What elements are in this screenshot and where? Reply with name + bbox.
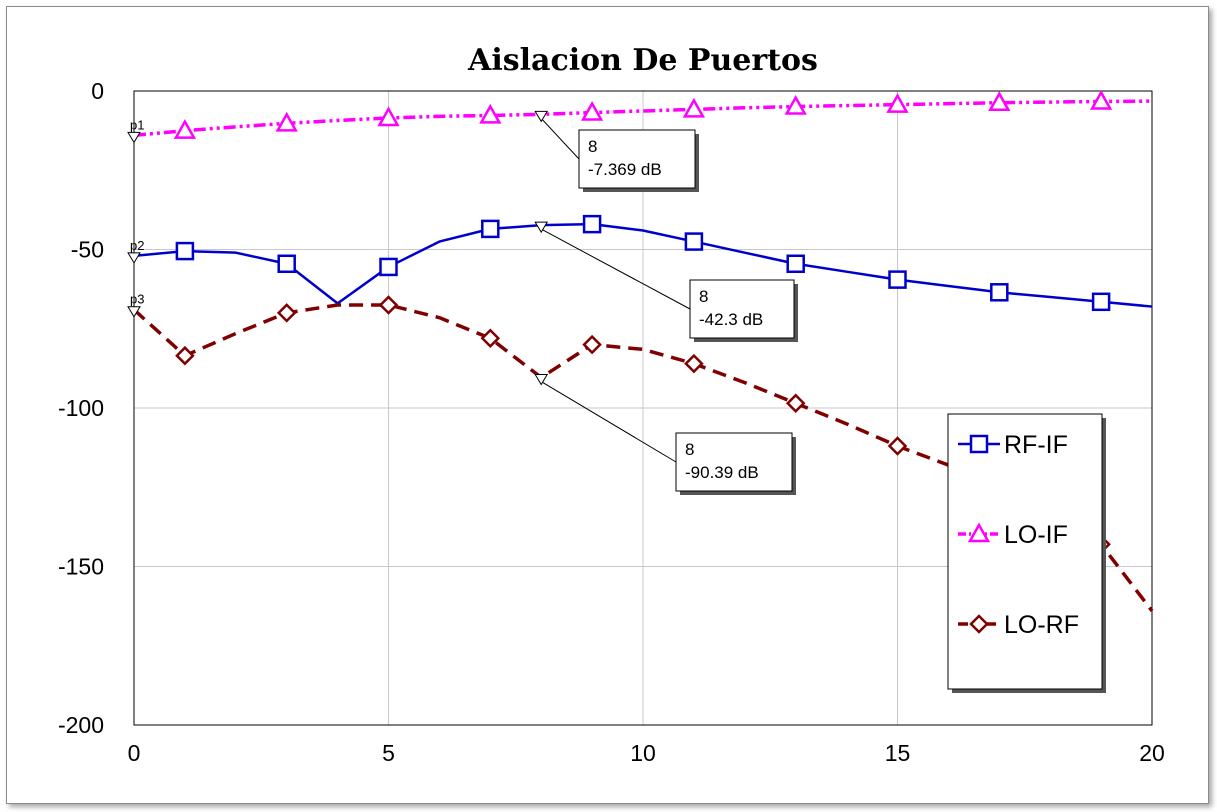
data-point (684, 232, 704, 251)
data-point (785, 393, 806, 414)
data-point (580, 101, 604, 121)
callout-box (578, 129, 696, 189)
marker-triangle (127, 252, 141, 264)
data-point (1089, 89, 1113, 110)
data-point (684, 353, 704, 374)
data-point (479, 103, 502, 124)
series-LO-IF (133, 89, 1153, 139)
legend-label: RF-IF (1004, 431, 1068, 459)
callout-x-value: 8 (685, 440, 694, 459)
callout-leader (540, 118, 580, 160)
marker-label: p1 (130, 117, 144, 132)
x-tick-label: 5 (382, 740, 395, 766)
data-point (988, 91, 1011, 111)
data-point (173, 119, 197, 139)
callout-y-value: -42.3 dB (699, 310, 763, 329)
callout-leader (540, 381, 677, 463)
data-point (175, 345, 195, 366)
x-tick-label: 10 (630, 740, 656, 766)
data-point (379, 257, 398, 277)
annotation-callout: 8 -7.369 dB (534, 110, 699, 192)
marker-triangle (127, 306, 141, 318)
data-point (886, 93, 909, 113)
data-point (377, 106, 400, 127)
grid (134, 91, 1152, 725)
callout-marker (534, 221, 549, 234)
data-point (277, 254, 296, 274)
data-point (784, 94, 807, 115)
legend-entry: LO-IF (958, 521, 1068, 549)
legend-entry: RF-IF (958, 431, 1068, 459)
data-point (275, 111, 298, 132)
data-point (582, 214, 602, 234)
data-point (786, 254, 805, 274)
data-point (481, 219, 500, 239)
data-point (175, 241, 195, 261)
y-tick-label: -100 (58, 395, 104, 421)
data-point (888, 270, 907, 289)
y-tick-label: -50 (71, 237, 104, 263)
data-point (276, 303, 297, 323)
series-line (133, 99, 1153, 138)
y-tick-label: -200 (58, 712, 104, 738)
marker-label: p2 (130, 238, 144, 253)
chart-frame: Aislacion De Puertos 0 5 10 15 20 0 -50 -100 -15… (6, 6, 1209, 804)
legend-label: LO-IF (1004, 521, 1068, 549)
annotation-callout: 8 -90.39 dB (534, 374, 796, 495)
marker-triangle (127, 131, 141, 144)
data-point (378, 295, 399, 315)
callout-leader (540, 228, 691, 310)
legend-swatch-marker (967, 522, 991, 543)
callout-marker (534, 110, 549, 123)
y-tick-label: -150 (58, 554, 104, 580)
x-tick-label: 0 (128, 740, 141, 766)
x-tick-label: 20 (1139, 740, 1165, 766)
plot-border (133, 90, 1153, 726)
legend-swatch-marker (969, 614, 989, 634)
legend-entry: LO-RF (958, 611, 1079, 639)
data-point (682, 97, 706, 118)
data-point (990, 283, 1009, 302)
annotation-layer: p1 p2 p3 8 -7.369 dB 8 -42.3 dB 8 -90.39 dB (127, 110, 798, 495)
legend-box (947, 413, 1103, 690)
legend-label: LO-RF (1004, 611, 1079, 639)
callout-x-value: 8 (588, 137, 597, 156)
chart-svg: Aislacion De Puertos 0 5 10 15 20 0 -50 -100 -15… (58, 43, 1165, 766)
data-point (887, 436, 908, 456)
series-RF-IF (133, 214, 1153, 312)
x-tick-label: 15 (885, 740, 911, 766)
callout-box (675, 432, 793, 492)
legend: RF-IF LO-IF LO-RF (947, 413, 1106, 693)
data-point (480, 328, 501, 349)
series-line (133, 222, 1153, 308)
data-point (1091, 292, 1111, 312)
data-point (582, 334, 602, 355)
callout-y-value: -7.369 dB (588, 160, 662, 179)
callout-y-value: -90.39 dB (685, 463, 759, 482)
tick-labels: 0 5 10 15 20 0 -50 -100 -150 -200 (58, 78, 1165, 766)
marker-label: p3 (130, 292, 144, 307)
callout-marker (534, 374, 549, 386)
chart-title: Aislacion De Puertos (467, 43, 818, 78)
annotation-callout: 8 -42.3 dB (534, 221, 798, 342)
y-tick-label: 0 (91, 78, 104, 104)
legend-swatch-marker (969, 434, 989, 454)
callout-x-value: 8 (699, 287, 708, 306)
callout-box (689, 279, 795, 339)
